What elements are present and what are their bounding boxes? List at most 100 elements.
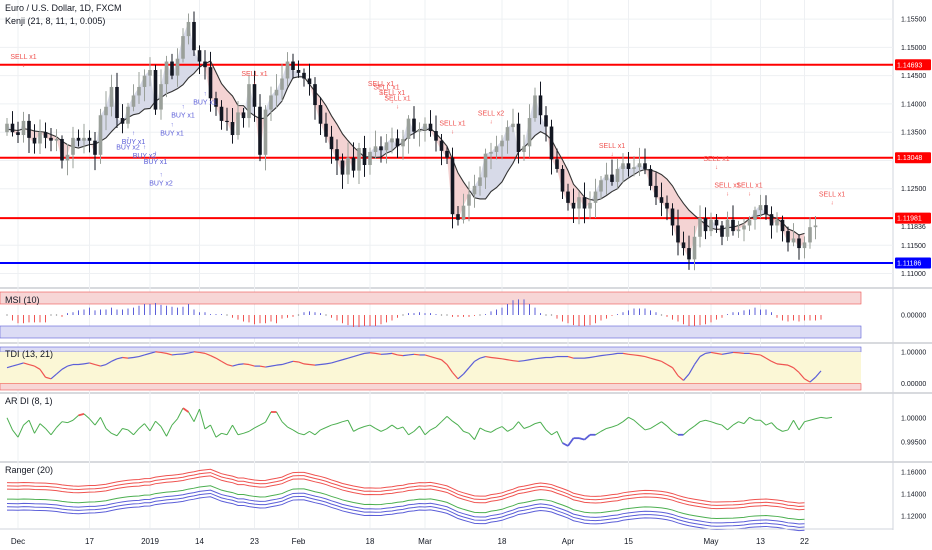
candle xyxy=(148,57,152,87)
ardi-line-segment xyxy=(215,432,222,438)
ardi-line-segment xyxy=(815,416,822,420)
candle-body xyxy=(186,21,191,37)
ardi-line-segment xyxy=(375,428,382,432)
ardi-line-segment xyxy=(259,421,266,426)
tdi-line-segment xyxy=(710,351,717,354)
candle-body xyxy=(527,118,532,147)
msi-bar xyxy=(402,314,404,316)
candle-body xyxy=(346,157,350,175)
candle-body xyxy=(291,61,295,71)
tdi-line-segment xyxy=(292,360,299,363)
tdi-line-segment xyxy=(221,360,228,366)
tdi-line-segment xyxy=(474,357,481,362)
tdi-line-segment xyxy=(512,360,519,362)
candle-body xyxy=(494,146,499,152)
signal-arrow: ↓ xyxy=(490,120,493,126)
ardi-line-segment xyxy=(655,421,662,426)
ardi-line-segment xyxy=(562,442,569,447)
candle-body xyxy=(379,146,383,151)
tdi-line-segment xyxy=(639,355,646,358)
tdi-line-segment xyxy=(655,359,662,362)
ardi-line-segment xyxy=(529,423,536,427)
ardi-line-segment xyxy=(600,428,607,432)
candle xyxy=(813,216,818,240)
ardi-line-segment xyxy=(193,408,200,422)
candle xyxy=(522,134,526,161)
time-tick-label: 18 xyxy=(366,537,375,546)
ranger-band-line xyxy=(6,475,805,511)
tdi-line-segment xyxy=(391,352,398,356)
kenji-cloud xyxy=(95,115,101,155)
tdi-line-segment xyxy=(193,351,200,354)
signal-label: SELL x1 xyxy=(703,156,729,163)
ardi-line-segment xyxy=(743,416,750,424)
ardi-line-segment xyxy=(507,428,514,432)
ardi-line-segment xyxy=(67,419,74,424)
ardi-line-segment xyxy=(276,411,283,422)
level-price-label: 1.14693 xyxy=(897,62,922,69)
ardi-line-segment xyxy=(226,424,233,436)
tdi-line-segment xyxy=(232,363,239,367)
candle xyxy=(599,176,603,200)
candle-body xyxy=(153,70,158,110)
candle xyxy=(637,147,642,176)
tdi-line-segment xyxy=(765,357,772,362)
tdi-line-segment xyxy=(320,363,327,366)
ardi-line-segment xyxy=(468,432,475,440)
tdi-line-segment xyxy=(259,365,266,368)
tdi-line-segment xyxy=(276,363,283,366)
tdi-line-segment xyxy=(28,363,35,367)
candle xyxy=(324,112,328,143)
ardi-line-segment xyxy=(683,429,690,436)
ardi-line-segment xyxy=(826,416,833,419)
tdi-line-segment xyxy=(314,363,321,366)
ardi-line-segment xyxy=(325,424,332,428)
level-price-tag xyxy=(895,152,931,164)
tdi-line-segment xyxy=(116,356,123,360)
candle-body xyxy=(687,248,691,260)
signal-arrow: ↑ xyxy=(127,137,130,143)
tdi-line-segment xyxy=(688,364,696,375)
candle-body xyxy=(10,123,15,133)
signal-arrow: ↓ xyxy=(831,201,834,207)
time-tick-label: 17 xyxy=(85,537,94,546)
candle-body xyxy=(610,174,614,182)
candle xyxy=(412,106,416,139)
candle-body xyxy=(714,219,719,226)
candle xyxy=(434,115,438,152)
ardi-line-segment xyxy=(606,426,613,429)
kenji-cloud xyxy=(117,118,123,126)
ardi-line-segment xyxy=(567,437,575,447)
tdi-line-segment xyxy=(270,364,277,367)
candle xyxy=(555,148,559,173)
candle-body xyxy=(302,72,306,79)
candle xyxy=(159,69,163,120)
candle xyxy=(538,81,543,125)
candle-body xyxy=(775,219,779,226)
ardi-line-segment xyxy=(666,425,673,432)
candle xyxy=(109,74,114,117)
signal-arrow: ↓ xyxy=(726,192,729,198)
candle xyxy=(335,139,339,175)
candle-body xyxy=(582,197,587,209)
ardi-line-segment xyxy=(446,415,453,422)
candle xyxy=(258,94,262,162)
tdi-line-segment xyxy=(12,363,19,367)
candle-body xyxy=(247,84,251,119)
candle xyxy=(54,129,59,152)
signal-label: SELL x1 xyxy=(714,183,740,190)
candle xyxy=(423,117,427,142)
kenji-cloud xyxy=(463,181,469,206)
kenji-cloud xyxy=(727,219,733,232)
moving-average-line xyxy=(6,60,805,236)
kenji-cloud xyxy=(689,210,695,260)
ardi-line-segment xyxy=(199,408,206,430)
candle xyxy=(577,191,581,225)
signal-arrow: ↓ xyxy=(253,80,256,86)
candle-body xyxy=(252,84,257,107)
tdi-line-segment xyxy=(204,352,211,357)
candle xyxy=(566,183,570,211)
candle xyxy=(417,122,422,147)
candle-body xyxy=(208,67,213,99)
candle xyxy=(137,71,141,104)
